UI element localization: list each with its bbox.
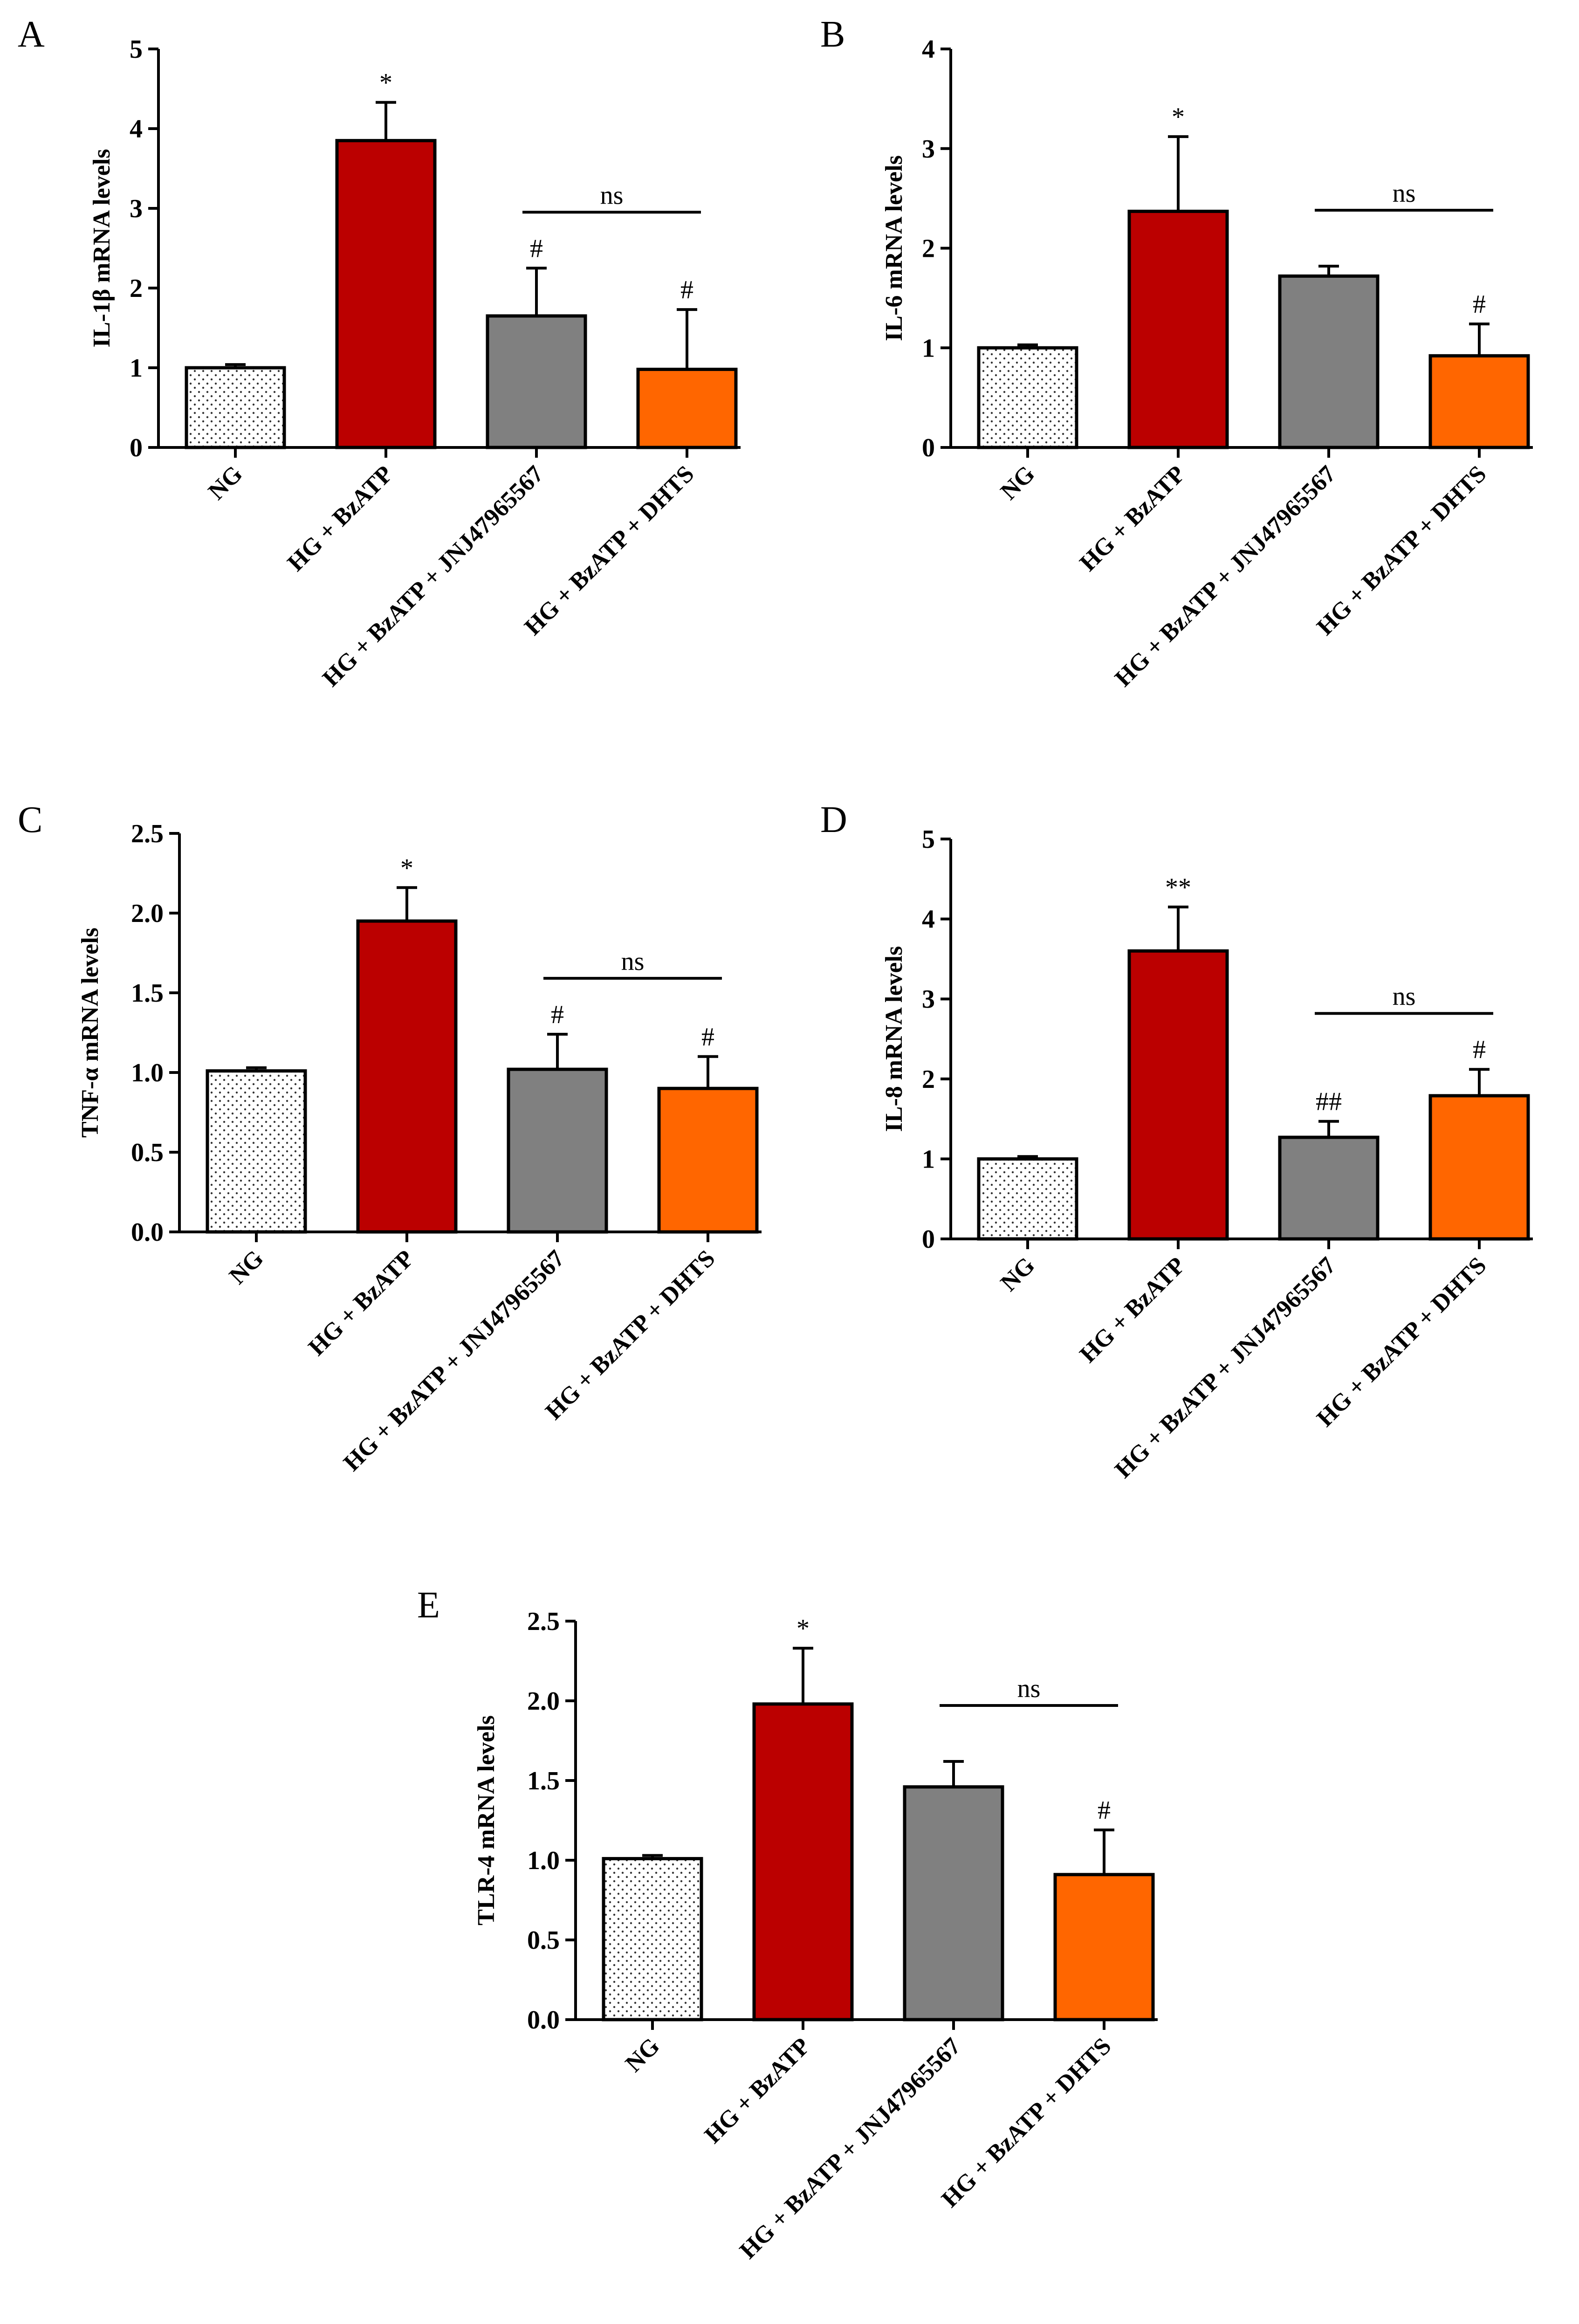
x-tick-label: NG xyxy=(995,1252,1040,1296)
x-tick-label: HG + BzATP + DHTS xyxy=(520,461,700,640)
y-tick-label: 0 xyxy=(922,433,935,462)
y-tick-label: 0 xyxy=(130,433,143,462)
x-tick-label: HG + BzATP xyxy=(700,2033,816,2149)
ns-label: ns xyxy=(600,181,624,210)
x-tick-label: HG + BzATP xyxy=(282,461,398,577)
y-tick-label: 1.0 xyxy=(131,1059,164,1087)
ns-label: ns xyxy=(1017,1674,1041,1703)
y-tick-label: 2.0 xyxy=(131,899,164,928)
significance-label: ## xyxy=(1316,1087,1342,1116)
bar-4 xyxy=(1428,1094,1530,1241)
significance-label: # xyxy=(680,275,693,304)
bar-1 xyxy=(185,366,286,449)
panel-letter: C xyxy=(18,799,42,840)
y-tick-label: 1 xyxy=(922,1145,935,1174)
panel-d: D 0 1 2 3 4 5 IL-8 mRNA levels NG ** HG + BzATP ## H… xyxy=(820,799,1533,1483)
y-tick-label: 0.0 xyxy=(131,1218,164,1247)
y-tick-label: 2 xyxy=(130,274,143,303)
bar-2 xyxy=(356,919,458,1234)
y-tick-label: 3 xyxy=(130,194,143,223)
bar-1 xyxy=(602,1857,703,2021)
significance-label: * xyxy=(379,69,392,97)
y-tick-label: 0.5 xyxy=(527,1926,560,1955)
panel-e: E 0.0 0.5 1.0 1.5 2.0 2.5 TLR-4 mRNA levels NG * H… xyxy=(417,1585,1158,2264)
y-tick-label: 5 xyxy=(130,35,143,64)
y-axis-title: TLR-4 mRNA levels xyxy=(473,1715,500,1925)
bar-4 xyxy=(1428,354,1530,449)
y-axis-title: TNF-α mRNA levels xyxy=(77,928,103,1138)
y-axis-title: IL-6 mRNA levels xyxy=(881,155,907,341)
y-tick-label: 2 xyxy=(922,1065,935,1094)
significance-label: # xyxy=(1098,1796,1111,1825)
y-tick-label: 0.5 xyxy=(131,1138,164,1167)
panel-letter: E xyxy=(417,1585,440,1626)
x-tick-label: HG + BzATP + DHTS xyxy=(1312,461,1492,640)
panel-letter: D xyxy=(820,799,847,840)
bar-2 xyxy=(1127,949,1229,1241)
panel-a: A 0 1 2 3 4 5 IL-1β mRNA levels NG * HG + BzATP # HG… xyxy=(18,14,741,692)
x-tick-label: NG xyxy=(224,1245,268,1289)
y-tick-label: 3 xyxy=(922,135,935,164)
y-tick-label: 2 xyxy=(922,234,935,263)
bar-3 xyxy=(1278,274,1380,449)
panel-b: B 0 1 2 3 4 IL-6 mRNA levels NG * HG + BzATP HG + … xyxy=(820,14,1533,692)
panel-letter: B xyxy=(820,14,845,55)
x-tick-label: HG + BzATP xyxy=(303,1245,419,1361)
y-tick-label: 3 xyxy=(922,985,935,1014)
y-tick-label: 4 xyxy=(922,905,935,934)
significance-label: # xyxy=(1473,290,1486,319)
panel-c: C 0.0 0.5 1.0 1.5 2.0 2.5 TNF-α mRNA levels NG * H… xyxy=(18,799,762,1476)
significance-label: * xyxy=(796,1614,810,1643)
bar-4 xyxy=(1053,1873,1155,2021)
x-tick-label: NG xyxy=(995,461,1040,505)
bar-3 xyxy=(507,1067,608,1234)
y-axis-title: IL-8 mRNA levels xyxy=(881,946,907,1132)
y-tick-label: 1 xyxy=(922,334,935,363)
ns-label: ns xyxy=(621,947,645,976)
ns-label: ns xyxy=(1393,982,1416,1011)
bar-3 xyxy=(903,1785,1004,2021)
bar-2 xyxy=(335,139,437,449)
y-tick-label: 1.0 xyxy=(527,1846,560,1875)
bar-4 xyxy=(657,1086,759,1234)
significance-label: # xyxy=(530,234,543,263)
x-tick-label: HG + BzATP + DHTS xyxy=(541,1245,721,1425)
significance-label: # xyxy=(1473,1035,1486,1064)
significance-label: # xyxy=(551,1000,564,1029)
ns-label: ns xyxy=(1393,179,1416,208)
x-tick-label: NG xyxy=(203,461,247,505)
y-tick-label: 4 xyxy=(130,115,143,144)
significance-label: * xyxy=(400,853,413,882)
bar-1 xyxy=(977,1157,1078,1241)
y-tick-label: 0.0 xyxy=(527,2006,560,2035)
y-tick-label: 4 xyxy=(922,35,935,64)
bar-2 xyxy=(1127,209,1229,449)
x-tick-label: NG xyxy=(620,2033,665,2077)
y-axis-title: IL-1β mRNA levels xyxy=(89,149,115,347)
bar-1 xyxy=(206,1069,307,1234)
y-tick-label: 1 xyxy=(130,354,143,383)
x-tick-label: HG + BzATP xyxy=(1075,1252,1191,1368)
y-tick-label: 1.5 xyxy=(131,979,164,1008)
bar-3 xyxy=(1278,1135,1380,1241)
x-tick-label: HG + BzATP + DHTS xyxy=(1312,1252,1492,1432)
significance-label: ** xyxy=(1165,873,1191,902)
y-tick-label: 0 xyxy=(922,1225,935,1254)
bar-3 xyxy=(486,314,587,449)
y-tick-label: 1.5 xyxy=(527,1767,560,1795)
bar-4 xyxy=(636,367,738,449)
y-tick-label: 2.5 xyxy=(131,819,164,848)
x-tick-label: HG + BzATP + DHTS xyxy=(937,2033,1117,2213)
y-tick-label: 5 xyxy=(922,825,935,854)
y-tick-label: 2.5 xyxy=(527,1607,560,1636)
bar-2 xyxy=(752,1702,854,2021)
significance-label: * xyxy=(1172,103,1185,131)
x-tick-label: HG + BzATP xyxy=(1075,461,1191,577)
significance-label: # xyxy=(701,1023,714,1052)
panel-letter: A xyxy=(18,14,45,55)
bar-1 xyxy=(977,346,1078,449)
y-tick-label: 2.0 xyxy=(527,1687,560,1716)
